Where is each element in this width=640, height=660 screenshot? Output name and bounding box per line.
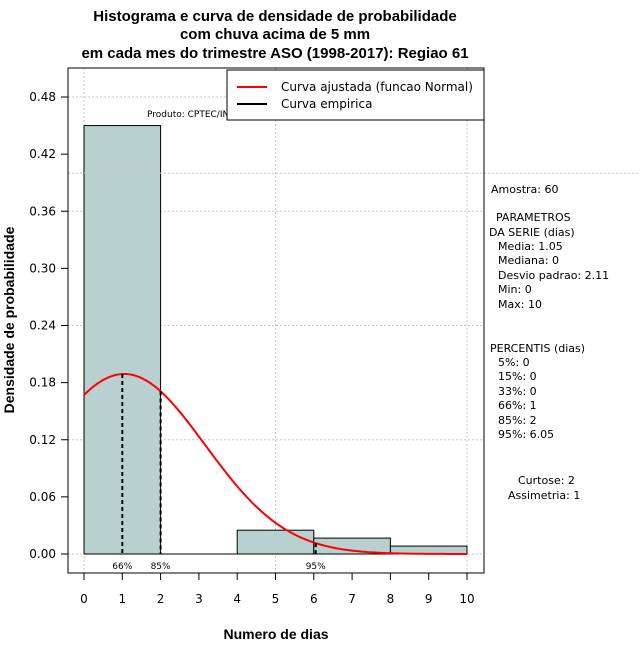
percentil-95: 95%: 6.05: [498, 428, 554, 441]
x-tick-label-1: 1: [118, 592, 126, 606]
chart-title-line-1: Histograma e curva de densidade de proba…: [93, 8, 456, 25]
y-tick-label-3: 0.18: [29, 376, 56, 390]
histogram-bar-2: [236, 529, 315, 555]
x-tick-label-7: 7: [348, 592, 356, 606]
y-tick-label-5: 0.30: [29, 261, 56, 275]
y-tick-label-2: 0.12: [29, 433, 56, 447]
param-media: Media: 1.05: [498, 240, 563, 253]
y-tick-label-6: 0.36: [29, 204, 56, 218]
percentile-label-0: 66%: [112, 562, 132, 572]
x-tick-label-4: 4: [233, 592, 241, 606]
params-header-2: DA SERIE (dias): [489, 226, 575, 239]
y-axis-label: Densidade de probabilidade: [1, 226, 17, 413]
x-axis-label: Numero de dias: [223, 626, 328, 642]
chart-title-line-3: em cada mes do trimestre ASO (1998-2017)…: [81, 45, 468, 62]
y-axis-ticks: 0.00 0.06 0.12 0.18 0.24 0.30 0.36 0.42 0.48: [29, 90, 68, 561]
y-tick-label-1: 0.06: [29, 490, 56, 504]
x-tick-label-2: 2: [157, 592, 165, 606]
x-tick-label-6: 6: [310, 592, 318, 606]
x-tick-label-5: 5: [272, 592, 280, 606]
percentil-33: 33%: 0: [498, 385, 537, 398]
assimetria: Assimetria: 1: [508, 489, 580, 502]
percentil-5: 5%: 0: [498, 356, 530, 369]
y-tick-label-7: 0.42: [29, 147, 56, 161]
y-tick-label-8: 0.48: [29, 90, 56, 104]
params-header-1: PARAMETROS: [496, 211, 571, 224]
percentile-label-2: 95%: [306, 562, 326, 572]
x-tick-label-9: 9: [425, 592, 433, 606]
legend-box: [226, 69, 485, 121]
y-tick-label-4: 0.24: [29, 319, 56, 333]
param-mediana: Mediana: 0: [498, 254, 559, 267]
percentil-15: 15%: 0: [498, 370, 537, 383]
credit-label: Produto: CPTEC/INPE: [147, 110, 241, 120]
param-max: Max: 10: [498, 298, 542, 311]
x-tick-label-3: 3: [195, 592, 203, 606]
param-desvio: Desvio padrao: 2.11: [498, 269, 609, 282]
x-tick-label-0: 0: [80, 592, 88, 606]
sample-size: Amostra: 60: [491, 183, 558, 196]
param-min: Min: 0: [498, 283, 532, 296]
y-tick-label-0: 0.00: [29, 547, 56, 561]
x-tick-label-10: 10: [459, 592, 474, 606]
normal-curve: [83, 372, 467, 555]
percentil-66: 66%: 1: [498, 399, 537, 412]
percentile-markers: 66% 85% 95%: [112, 374, 326, 572]
legend-label-fitted: Curva ajustada (funcao Normal): [281, 80, 473, 94]
percentile-label-1: 85%: [151, 562, 171, 572]
percentis-header: PERCENTIS (dias): [490, 342, 585, 355]
legend: Curva ajustada (funcao Normal) Curva emp…: [226, 69, 485, 121]
normal-curve-path: [83, 372, 467, 555]
chart-title-line-2: com chuva acima de 5 mm: [180, 26, 370, 43]
stats-panel: Amostra: 60 PARAMETROS DA SERIE (dias) M…: [489, 183, 609, 502]
x-axis-ticks: 0 1 2 3 4 5 6 7 8 9 10: [80, 573, 475, 606]
curtose: Curtose: 2: [518, 474, 575, 487]
legend-label-empirical: Curva empirica: [281, 97, 372, 111]
percentil-85: 85%: 2: [498, 414, 537, 427]
x-tick-label-8: 8: [387, 592, 395, 606]
